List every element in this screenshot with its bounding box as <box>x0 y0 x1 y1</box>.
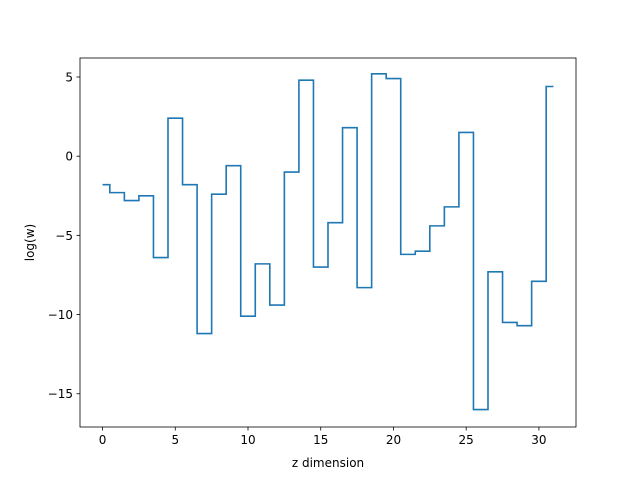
series-line <box>102 73 554 411</box>
x-tick-label: 30 <box>531 433 546 447</box>
axes-frame <box>79 57 577 428</box>
x-axis-label: z dimension <box>292 456 364 470</box>
x-tick-label: 5 <box>171 433 179 447</box>
y-tick-label: 5 <box>65 71 73 85</box>
x-tick-label: 15 <box>313 433 328 447</box>
x-tick-label: 10 <box>240 433 255 447</box>
y-tick-label: 0 <box>65 150 73 164</box>
y-tick-label: −10 <box>48 308 73 322</box>
plot-area <box>102 73 554 411</box>
axes: 0 5 10 15 20 25 30 −15 −10 −5 0 5 <box>48 57 577 447</box>
x-tick-label: 25 <box>459 433 474 447</box>
y-tick-label: −15 <box>48 387 73 401</box>
x-tick-label: 20 <box>386 433 401 447</box>
y-axis-label: log(w) <box>23 224 37 261</box>
y-tick-label: −5 <box>55 229 73 243</box>
x-tick-label: 0 <box>99 433 107 447</box>
